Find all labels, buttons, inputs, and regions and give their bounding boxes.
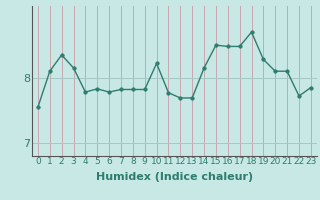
X-axis label: Humidex (Indice chaleur): Humidex (Indice chaleur) bbox=[96, 172, 253, 182]
